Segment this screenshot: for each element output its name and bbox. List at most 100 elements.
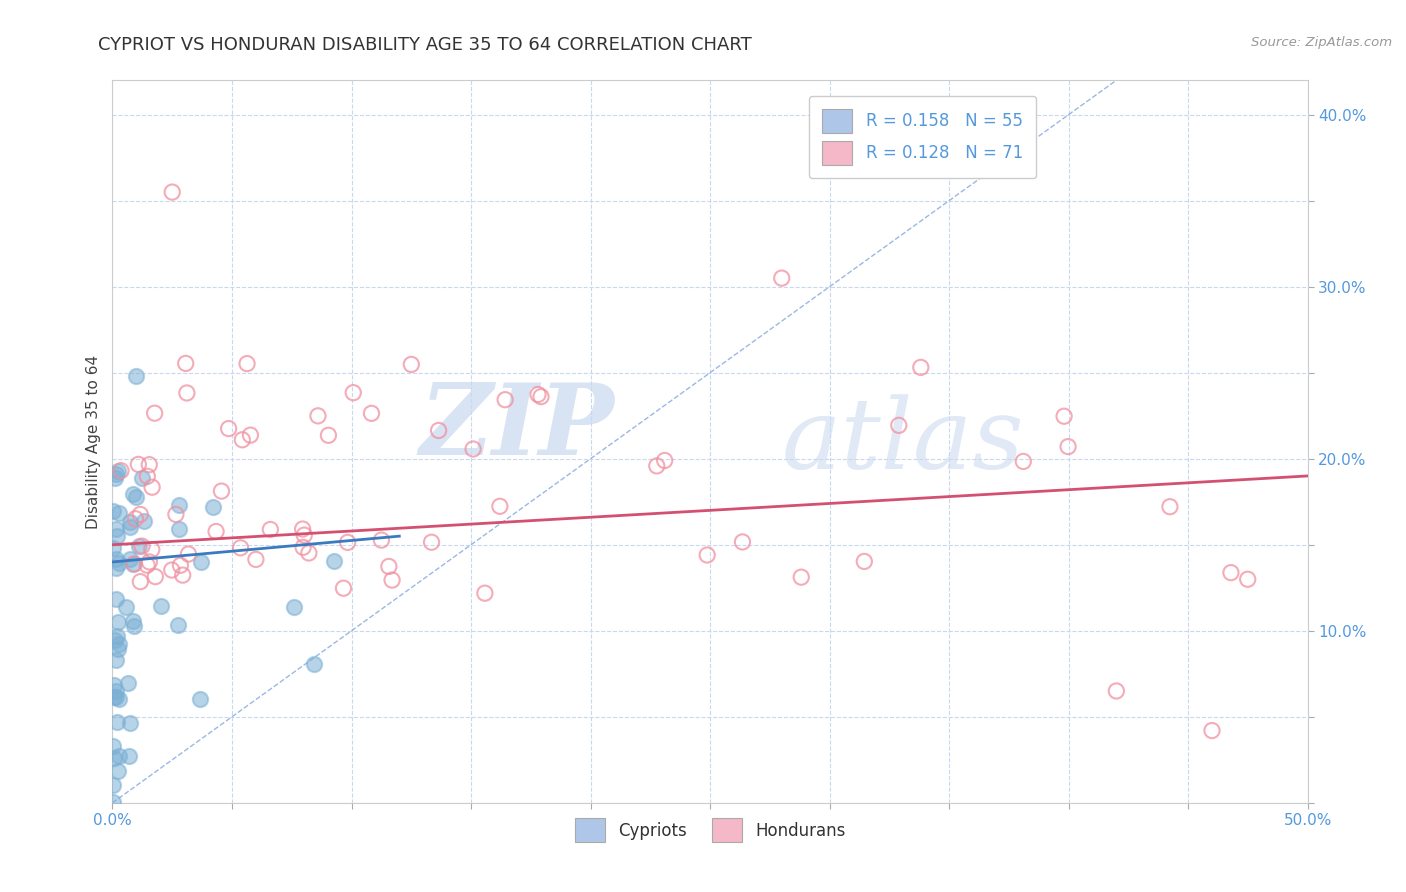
Point (342, 385, 364, 400)
Point (104, 522, 127, 536)
Point (307, 409, 329, 423)
Point (124, 512, 146, 526)
Point (731, 535, 754, 549)
Point (160, 563, 183, 577)
Point (1201, 723, 1223, 738)
Point (190, 555, 212, 569)
Point (332, 581, 354, 595)
Point (118, 515, 141, 529)
Point (291, 522, 314, 536)
Point (105, 684, 128, 698)
Point (121, 558, 143, 572)
Point (128, 539, 150, 553)
Point (461, 442, 484, 456)
Point (117, 675, 139, 690)
Point (302, 657, 325, 672)
Point (120, 715, 142, 730)
Point (107, 615, 129, 630)
Point (1220, 566, 1243, 580)
Point (127, 458, 149, 472)
Point (105, 529, 128, 543)
Point (107, 641, 129, 656)
Point (172, 568, 194, 582)
Point (654, 453, 676, 467)
Point (103, 739, 125, 753)
Point (103, 677, 125, 691)
Point (136, 469, 159, 483)
Point (645, 458, 668, 473)
Point (114, 599, 136, 614)
Point (318, 428, 340, 442)
Point (910, 360, 932, 375)
Point (202, 500, 225, 514)
Text: atlas: atlas (782, 394, 1025, 489)
Point (105, 714, 128, 729)
Point (527, 387, 550, 401)
Point (143, 406, 166, 420)
Point (292, 528, 315, 542)
Point (176, 386, 198, 401)
Point (131, 470, 153, 484)
Point (231, 433, 253, 447)
Point (494, 392, 516, 407)
Point (107, 464, 129, 478)
Point (104, 551, 127, 566)
Point (105, 591, 128, 606)
Point (853, 554, 876, 568)
Point (105, 653, 128, 667)
Legend: Cypriots, Hondurans: Cypriots, Hondurans (568, 812, 852, 848)
Point (136, 558, 159, 573)
Text: ZIP: ZIP (419, 379, 614, 475)
Point (229, 541, 252, 555)
Point (101, 778, 124, 792)
Point (474, 586, 496, 600)
Point (489, 500, 512, 514)
Point (1012, 454, 1035, 468)
Point (110, 464, 132, 478)
Point (167, 617, 190, 632)
Point (1053, 409, 1076, 424)
Point (167, 522, 190, 536)
Point (104, 470, 127, 484)
Point (360, 406, 382, 420)
Point (1236, 572, 1258, 586)
Point (129, 574, 152, 589)
Point (138, 458, 160, 472)
Point (108, 556, 131, 570)
Point (322, 553, 344, 567)
Point (105, 467, 128, 481)
Point (239, 428, 262, 442)
Point (131, 539, 153, 553)
Point (105, 629, 128, 643)
Point (121, 614, 143, 628)
Point (381, 573, 404, 587)
Point (101, 504, 124, 518)
Point (118, 748, 141, 763)
Point (122, 619, 145, 633)
Point (108, 636, 131, 650)
Point (292, 541, 315, 555)
Point (167, 498, 190, 512)
Point (103, 690, 125, 704)
Point (141, 480, 163, 494)
Point (122, 486, 145, 500)
Point (162, 185, 183, 199)
Point (188, 692, 211, 706)
Point (143, 569, 166, 583)
Point (108, 748, 131, 763)
Point (370, 533, 392, 547)
Point (120, 552, 142, 566)
Point (141, 542, 163, 557)
Point (378, 559, 401, 574)
Point (105, 561, 128, 575)
Point (104, 690, 127, 704)
Point (177, 547, 200, 561)
Point (138, 555, 160, 569)
Point (103, 750, 125, 764)
Point (790, 570, 813, 584)
Point (1159, 500, 1181, 514)
Point (530, 390, 553, 404)
Point (169, 558, 191, 573)
Point (108, 692, 131, 706)
Point (401, 358, 423, 372)
